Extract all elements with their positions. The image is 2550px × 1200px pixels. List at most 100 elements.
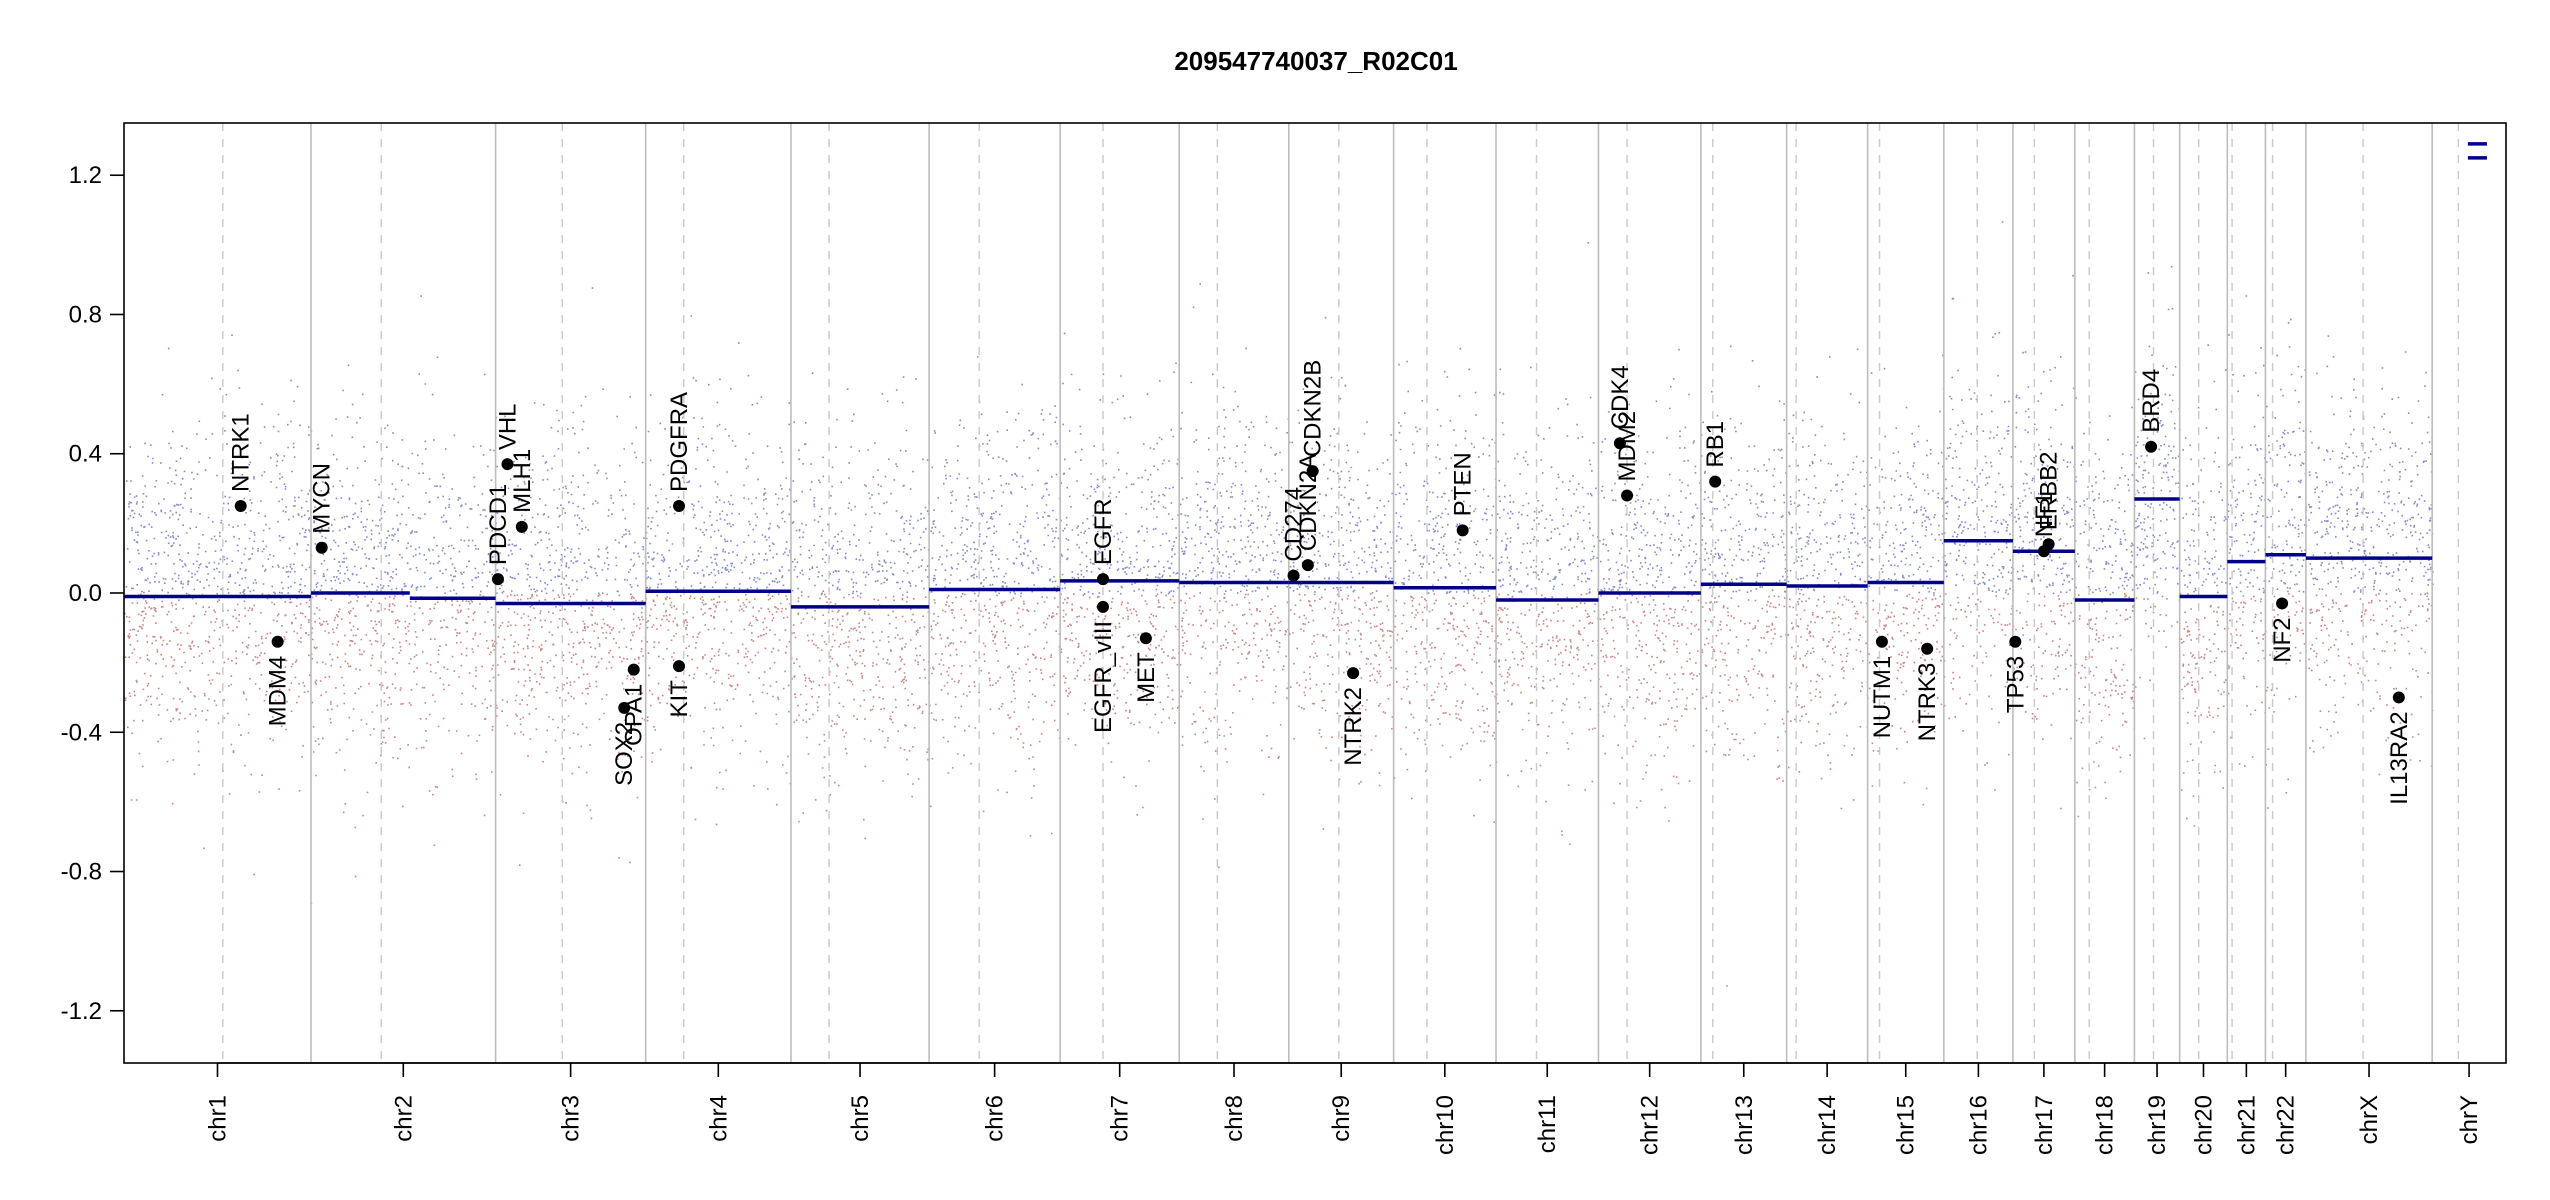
probe-points-loss-chr19 (2134, 595, 2181, 740)
gene-label-MDM2: MDM2 (1614, 411, 1641, 482)
gene-marker-OPA1 (627, 663, 640, 676)
gene-marker-MLH1 (515, 520, 528, 533)
probe-points-gain-chr13 (1700, 345, 1789, 593)
gene-marker-NTRK3 (1921, 642, 1934, 655)
probe-points-gain-chr8 (1179, 283, 1290, 595)
probe-points-loss-chr16 (1943, 593, 2015, 791)
gene-marker-MYCN (315, 541, 328, 554)
gene-marker-ERBB2 (2042, 538, 2055, 551)
gene-marker-NF2 (2276, 597, 2289, 610)
probe-points-loss-chr3 (495, 593, 648, 866)
probe-points-gain-chr6 (930, 356, 1061, 595)
probe-points-loss-chr2 (311, 593, 497, 878)
gene-marker-NTRK2 (1347, 667, 1360, 680)
gene-label-MDM4: MDM4 (265, 656, 292, 727)
gene-label-MET: MET (1133, 652, 1160, 703)
x-tick-label-chr15: chr15 (1893, 1095, 1920, 1155)
gene-marker-SOX2 (618, 701, 631, 714)
gene-marker-EGFR (1097, 573, 1110, 586)
y-tick-label: 0.0 (69, 580, 102, 607)
plot-frame (123, 122, 2507, 1064)
gene-marker-IL13RA2 (2392, 691, 2405, 704)
probe-points-loss-chr13 (1701, 595, 1788, 987)
x-tick-label-chr18: chr18 (2092, 1095, 2119, 1155)
gene-label-NF1: NF1 (2031, 492, 2058, 537)
x-tick-label-chr8: chr8 (1221, 1095, 1248, 1142)
x-tick-label-chr19: chr19 (2144, 1095, 2171, 1155)
x-tick-label-chr20: chr20 (2190, 1095, 2217, 1155)
probe-points-loss-chr10 (1393, 593, 1498, 823)
probe-points-loss-chr6 (930, 593, 1062, 837)
x-tick-label-chr7: chr7 (1107, 1095, 1134, 1142)
probe-points-gain-chrX (2308, 335, 2434, 595)
gene-label-NUTM1: NUTM1 (1869, 656, 1896, 739)
gene-label-SOX2: SOX2 (611, 722, 638, 786)
gene-label-OPA1: OPA1 (621, 684, 648, 746)
probe-points-gain-chr1 (125, 334, 313, 595)
probe-points-loss-chr8 (1179, 593, 1290, 869)
gene-marker-MDM4 (271, 635, 284, 648)
gene-label-NTRK1: NTRK1 (228, 413, 255, 492)
x-tick-label-chr2: chr2 (390, 1095, 417, 1142)
probe-points-gain-chr11 (1496, 242, 1600, 594)
gene-marker-VHL (501, 458, 514, 471)
x-tick-label-chrY: chrY (2456, 1095, 2483, 1144)
gene-marker-PDGFRA (673, 499, 686, 512)
x-tick-label-chr4: chr4 (705, 1095, 732, 1142)
y-tick-label: 1.2 (69, 162, 102, 189)
gene-marker-NUTM1 (1875, 635, 1888, 648)
probe-points-loss-chr22 (2265, 593, 2306, 809)
gene-marker-TP53 (2009, 635, 2022, 648)
gene-label-BRD4: BRD4 (2138, 369, 2165, 433)
gene-marker-KIT (673, 660, 686, 673)
segments-layer (124, 142, 2487, 609)
probe-points-loss-chr11 (1496, 593, 1600, 845)
probe-points-gain-chr2 (312, 295, 498, 595)
x-tick-label-chr3: chr3 (558, 1095, 585, 1142)
probe-points-loss-chr4 (646, 593, 793, 826)
probe-points-gain-chr16 (1943, 221, 2015, 594)
x-tick-label-chr16: chr16 (1965, 1095, 1992, 1155)
probe-points-gain-chr20 (2179, 344, 2229, 595)
probe-points-gain-chr10 (1394, 348, 1498, 594)
gene-label-PDGFRA: PDGFRA (666, 392, 693, 492)
probe-points-gain-chr12 (1599, 348, 1703, 595)
x-tick-label-chr11: chr11 (1534, 1095, 1561, 1153)
gene-label-VHL: VHL (495, 403, 522, 450)
probe-points-loss-chr20 (2180, 593, 2229, 827)
gene-marker-PDCD1 (491, 573, 504, 586)
gene-marker-CD274 (1287, 569, 1300, 582)
y-tick-label: -0.8 (61, 859, 102, 886)
x-tick-label-chr5: chr5 (847, 1095, 874, 1142)
gene-label-MYCN: MYCN (309, 463, 336, 534)
gene-label-CDK4: CDK4 (1607, 365, 1634, 429)
gene-marker-CDKN2B (1306, 465, 1319, 478)
probe-points-loss-chr1 (124, 593, 313, 905)
x-tick-label-chr14: chr14 (1814, 1095, 1841, 1155)
probe-points-loss-chr12 (1599, 593, 1702, 822)
gene-label-NF2: NF2 (2269, 617, 2296, 662)
gene-marker-CDKN2A (1301, 559, 1314, 572)
gene-label-NTRK3: NTRK3 (1914, 663, 1941, 742)
y-tick-label: -1.2 (61, 998, 102, 1025)
probe-points-gain-chr21 (2227, 295, 2267, 594)
gene-label-KIT: KIT (666, 680, 693, 718)
x-tick-label-chr17: chr17 (2031, 1095, 2058, 1155)
x-tick-label-chr10: chr10 (1432, 1095, 1459, 1155)
x-tick-label-chr1: chr1 (204, 1095, 231, 1142)
gene-marker-CDK4 (1613, 437, 1626, 450)
probe-points-gain-chr18 (2075, 397, 2136, 594)
gene-marker-MET (1139, 632, 1152, 645)
gene-marker-PTEN (1456, 524, 1469, 537)
x-tick-label-chr21: chr21 (2233, 1095, 2260, 1155)
probe-points-loss-chr14 (1787, 593, 1869, 810)
gene-marker-BRD4 (2145, 440, 2158, 453)
probe-points-loss-chr9 (1288, 593, 1395, 830)
chart-title: 209547740037_R02C01 (1174, 46, 1457, 76)
y-tick-label: 0.8 (69, 301, 102, 328)
probe-points-loss-chr5 (791, 593, 931, 840)
gene-marker-MDM2 (1621, 489, 1634, 502)
gene-marker-NTRK1 (234, 499, 247, 512)
